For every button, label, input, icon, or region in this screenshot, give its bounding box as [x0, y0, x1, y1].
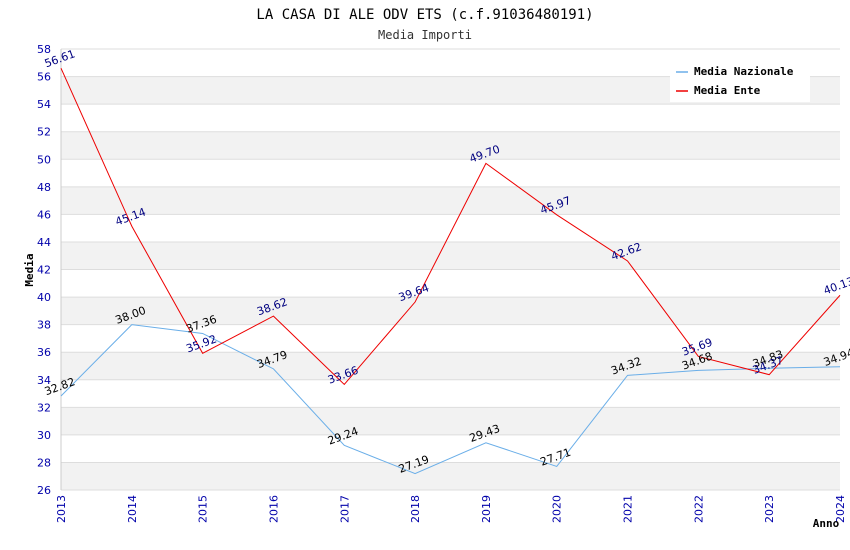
x-tick-label: 2014 [126, 495, 139, 523]
y-tick-label: 40 [37, 291, 51, 304]
legend: Media Nazionale Media Ente [670, 60, 810, 102]
y-tick-label: 54 [37, 98, 51, 111]
grid-band [61, 462, 840, 490]
y-tick-label: 30 [37, 429, 51, 442]
chart-subtitle: Media Importi [378, 28, 472, 42]
x-axis-ticks: 2013 2014 2015 2016 2017 2018 2019 2020 2021 2022… [55, 495, 847, 523]
y-axis-label: Media [23, 253, 36, 286]
grid-band [61, 352, 840, 380]
y-tick-label: 58 [37, 43, 51, 56]
grid-band [61, 379, 840, 408]
y-tick-label: 44 [37, 236, 51, 249]
x-tick-label: 2020 [551, 495, 564, 523]
grid-band [61, 214, 840, 242]
chart-title: LA CASA DI ALE ODV ETS (c.f.91036480191) [256, 7, 593, 23]
x-tick-label: 2015 [197, 495, 210, 523]
grid-band [61, 407, 840, 435]
series-line-ente [60, 67, 841, 386]
y-tick-label: 36 [37, 346, 51, 359]
y-tick-label: 52 [37, 126, 51, 139]
y-tick-label: 56 [37, 71, 51, 84]
y-tick-label: 46 [37, 208, 51, 221]
y-tick-label: 28 [37, 456, 51, 469]
legend-box [670, 60, 810, 102]
y-tick-label: 42 [37, 264, 51, 277]
x-tick-label: 2021 [622, 495, 635, 523]
y-tick-label: 34 [37, 374, 51, 387]
grid-band [61, 241, 840, 270]
x-tick-label: 2023 [763, 495, 776, 523]
y-tick-label: 26 [37, 484, 51, 497]
y-tick-label: 38 [37, 319, 51, 332]
grid-band [61, 324, 840, 353]
x-axis-label: Anno [813, 517, 840, 530]
legend-label-ente: Media Ente [694, 84, 761, 97]
grid-band [61, 131, 840, 160]
grid-band [61, 297, 840, 325]
x-tick-label: 2013 [55, 495, 68, 523]
y-axis-ticks: 26 28 30 32 34 36 38 40 42 44 46 48 50 52 54 56 58 [37, 43, 51, 497]
x-tick-label: 2016 [267, 495, 280, 523]
x-tick-label: 2022 [692, 495, 705, 523]
plot-background [60, 48, 840, 491]
grid-band [61, 186, 840, 215]
grid-band [61, 269, 840, 298]
grid-band [61, 104, 840, 132]
y-tick-label: 50 [37, 153, 51, 166]
grid-band [61, 159, 840, 187]
x-tick-label: 2018 [409, 495, 422, 523]
x-tick-label: 2017 [338, 495, 351, 523]
legend-label-nazionale: Media Nazionale [694, 65, 794, 78]
x-tick-label: 2019 [480, 495, 493, 523]
series-lines [60, 67, 841, 475]
y-tick-label: 32 [37, 401, 51, 414]
x-tick-label: 2024 [834, 495, 847, 523]
y-tick-label: 48 [37, 181, 51, 194]
